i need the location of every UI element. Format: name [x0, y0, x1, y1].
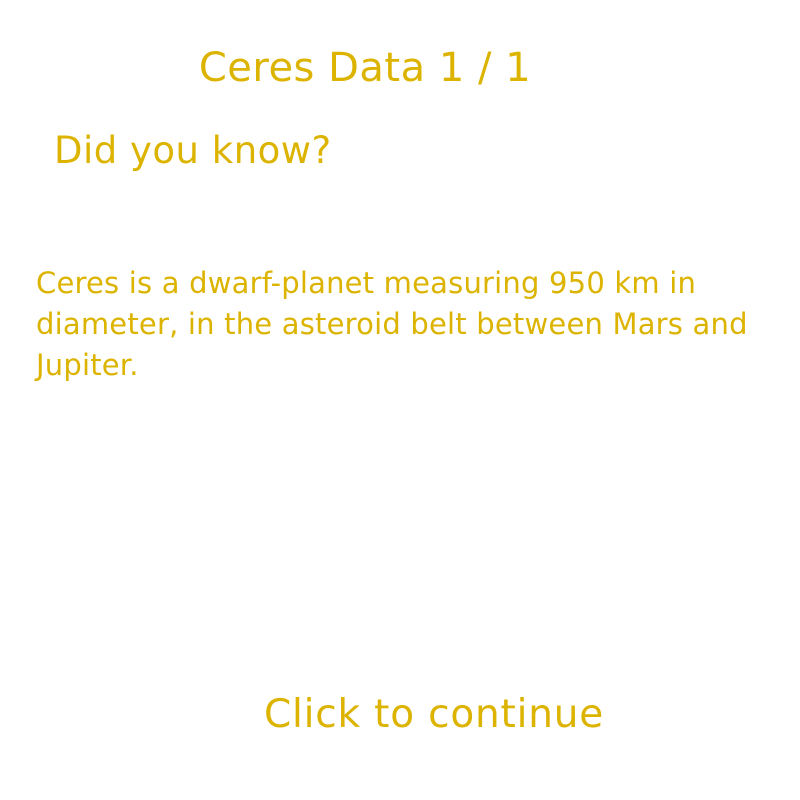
- page-title: Ceres Data 1 / 1: [198, 45, 532, 91]
- fact-text: Ceres is a dwarf-planet measuring 950 km…: [36, 266, 748, 382]
- did-you-know-heading: Did you know?: [54, 129, 332, 172]
- continue-prompt[interactable]: Click to continue: [264, 692, 605, 737]
